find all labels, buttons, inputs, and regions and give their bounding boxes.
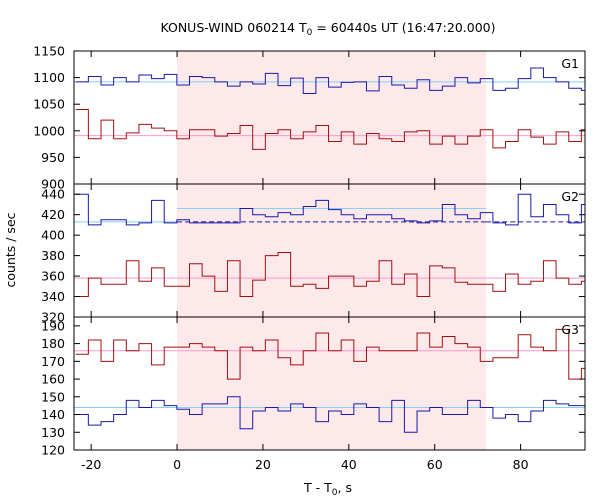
- y-tick-label: 900: [41, 177, 65, 192]
- y-tick-label: 400: [41, 228, 65, 243]
- x-tick-label: 40: [341, 457, 357, 472]
- y-tick-label: 140: [41, 407, 65, 422]
- light-curve-red: [75, 252, 585, 298]
- y-tick-label: 380: [41, 248, 65, 263]
- panel-label: G3: [561, 322, 579, 337]
- y-tick-label: 120: [41, 443, 65, 458]
- light-curve-blue: [75, 396, 585, 433]
- light-curve-blue: [75, 193, 585, 226]
- y-tick-label: 360: [41, 269, 65, 284]
- y-tick-label: 1150: [33, 44, 65, 59]
- y-tick-label: 320: [41, 310, 65, 325]
- x-tick-label: 20: [255, 457, 271, 472]
- panel-label: G1: [561, 56, 579, 71]
- y-tick-label: 150: [41, 389, 65, 404]
- panel-data-group: [74, 67, 585, 150]
- y-tick-label: 1000: [33, 123, 65, 138]
- y-tick-label: 130: [41, 425, 65, 440]
- y-tick-label: 440: [41, 187, 65, 202]
- plot-layer: 9009501000105011001150G13203403603804004…: [33, 44, 586, 472]
- y-tick-label: 1100: [33, 70, 65, 85]
- panel-label: G2: [561, 189, 579, 204]
- shaded-interval: [177, 51, 487, 450]
- y-tick-label: 160: [41, 372, 65, 387]
- light-curve-blue: [75, 67, 585, 95]
- panel-g3: 120 130 140 150 160 170 180 190 G3: [41, 316, 586, 458]
- x-axis-title: T - T0, s: [303, 480, 352, 498]
- y-tick-label: 170: [41, 354, 65, 369]
- light-curve-red: [75, 109, 585, 150]
- x-tick-label: 80: [513, 457, 529, 472]
- panel-data-group: [74, 328, 585, 433]
- chart-title: KONUS-WIND 060214 T0 = 60440s UT (16:47:…: [160, 20, 495, 38]
- panel-g2: 320 340 360 380 400 420 440 G2: [41, 183, 586, 325]
- light-curve-red: [75, 328, 585, 380]
- y-tick-label: 340: [41, 289, 65, 304]
- panel-data-group: [74, 193, 585, 298]
- y-tick-label: 950: [41, 150, 65, 165]
- x-tick-label: 60: [427, 457, 443, 472]
- y-tick-label: 1050: [33, 97, 65, 112]
- panel-frame: [73, 316, 586, 451]
- y-tick-label: 420: [41, 207, 65, 222]
- y-tick-label: 180: [41, 336, 65, 351]
- x-tick-label: 0: [173, 457, 181, 472]
- y-tick-label: 190: [41, 318, 65, 333]
- x-tick-label: -20: [81, 457, 101, 472]
- y-axis-title: counts / sec: [3, 212, 18, 287]
